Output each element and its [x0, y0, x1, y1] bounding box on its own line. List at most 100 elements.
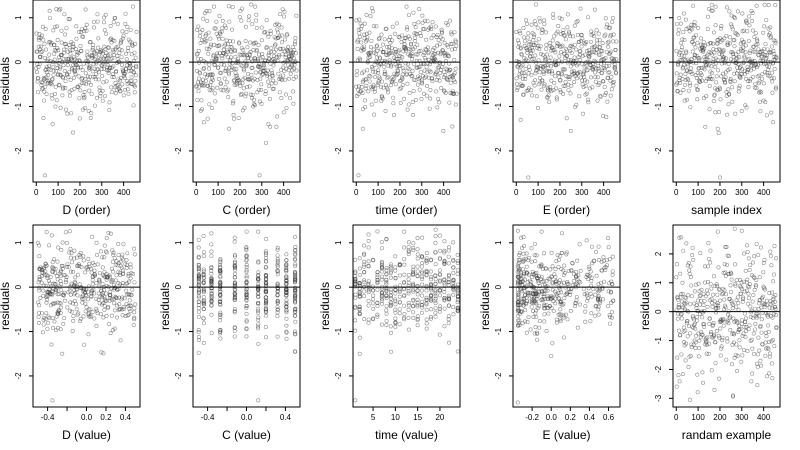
data-point	[439, 29, 444, 34]
data-point	[366, 259, 371, 264]
data-point	[758, 358, 763, 363]
y-axis-label: residuals	[478, 57, 492, 105]
data-point	[82, 105, 87, 110]
data-point	[563, 312, 568, 317]
data-point	[749, 308, 754, 313]
data-point	[61, 273, 66, 278]
x-axis-label: D (value)	[62, 428, 111, 442]
data-point	[55, 274, 60, 279]
data-point	[585, 48, 590, 53]
data-point	[388, 266, 393, 271]
data-point	[755, 63, 760, 68]
data-point	[428, 24, 433, 29]
data-point	[81, 254, 86, 259]
data-point	[697, 56, 702, 61]
data-point	[704, 342, 709, 347]
data-point	[589, 311, 594, 316]
data-point	[123, 87, 128, 92]
data-point	[196, 269, 201, 274]
data-point	[738, 75, 743, 80]
data-point	[406, 240, 411, 245]
data-point	[69, 281, 74, 286]
data-point	[584, 293, 589, 298]
data-point	[36, 300, 41, 305]
data-point	[529, 259, 534, 264]
data-point	[573, 104, 578, 109]
data-point	[372, 89, 377, 94]
data-point	[353, 257, 358, 262]
data-point	[546, 311, 551, 316]
data-point	[59, 248, 64, 253]
data-point	[676, 62, 681, 67]
data-point	[58, 305, 63, 310]
data-point	[224, 38, 229, 43]
data-point	[688, 302, 693, 307]
data-point	[353, 398, 358, 403]
data-point	[379, 301, 384, 306]
data-point	[92, 50, 97, 55]
data-point	[685, 308, 690, 313]
data-point	[263, 308, 268, 313]
data-point	[433, 296, 438, 301]
data-point	[124, 265, 129, 270]
data-point	[521, 243, 526, 248]
data-point	[105, 55, 110, 60]
data-point	[522, 288, 527, 293]
data-point	[121, 242, 126, 247]
data-point	[517, 72, 522, 77]
data-point	[281, 110, 286, 115]
data-point	[360, 90, 365, 95]
data-point	[614, 39, 619, 44]
data-point	[277, 34, 282, 39]
data-point	[736, 50, 741, 55]
data-point	[446, 317, 451, 322]
data-point	[370, 301, 375, 306]
data-point	[614, 57, 619, 62]
data-point	[420, 305, 425, 310]
data-point	[293, 264, 298, 269]
data-point	[702, 298, 707, 303]
data-point	[678, 332, 683, 337]
data-point	[200, 83, 205, 88]
data-point	[514, 76, 519, 81]
data-point	[357, 34, 362, 39]
data-point	[709, 286, 714, 291]
data-point	[120, 36, 125, 41]
data-point	[218, 292, 223, 297]
data-point	[584, 39, 589, 44]
data-point	[85, 289, 90, 294]
data-point	[420, 303, 425, 308]
data-point	[756, 252, 761, 257]
data-point	[581, 69, 586, 74]
data-point	[398, 63, 403, 68]
data-point	[236, 56, 241, 61]
data-point	[293, 332, 298, 337]
data-point	[109, 90, 114, 95]
data-point	[762, 24, 767, 29]
data-point	[455, 258, 460, 263]
data-point	[254, 12, 259, 17]
data-point	[695, 314, 700, 319]
data-point	[595, 98, 600, 103]
data-point	[244, 297, 249, 302]
data-point	[735, 295, 740, 300]
data-point	[131, 59, 136, 64]
data-point	[409, 42, 414, 47]
data-point	[53, 328, 58, 333]
data-point	[279, 95, 284, 100]
data-point	[681, 248, 686, 253]
data-point	[599, 268, 604, 273]
data-point	[274, 21, 279, 26]
data-point	[681, 88, 686, 93]
data-point	[585, 296, 590, 301]
data-point	[729, 271, 734, 276]
data-point	[293, 51, 298, 56]
data-point	[83, 309, 88, 314]
data-point	[89, 92, 94, 97]
data-point	[442, 260, 447, 265]
data-point	[75, 272, 80, 277]
data-point	[742, 251, 747, 256]
data-point	[417, 87, 422, 92]
data-point	[773, 293, 778, 298]
data-point	[555, 253, 560, 258]
